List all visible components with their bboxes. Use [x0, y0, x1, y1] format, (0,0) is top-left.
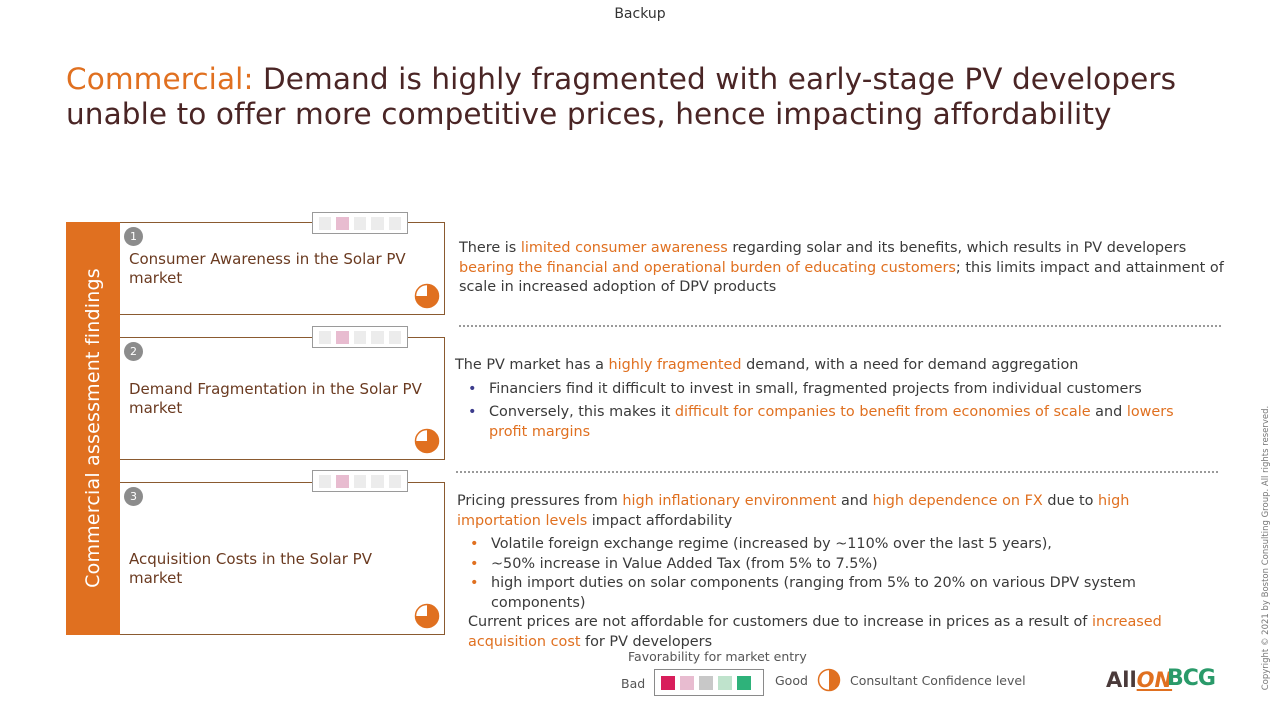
finding-2-bullets: Financiers find it difficult to invest i… — [455, 380, 1225, 443]
text-run: ; this limits impact and attainment of s… — [459, 259, 1224, 296]
finding-2-text: The PV market has a highly fragmented de… — [455, 356, 1225, 442]
rating-cell — [319, 217, 332, 230]
text-run: and — [1090, 404, 1127, 420]
highlight-text: high dependence on FX — [872, 493, 1043, 509]
favorability-rating-3 — [312, 470, 408, 492]
title-prefix: Commercial: — [66, 62, 254, 96]
confidence-pie-icon — [414, 603, 440, 629]
text-run: There is — [459, 240, 521, 256]
highlight-text: highly fragmented — [608, 357, 742, 373]
legend-bad-label: Bad — [621, 676, 646, 691]
confidence-pie-icon — [414, 428, 440, 454]
rating-cell — [388, 217, 402, 230]
rating-cell — [336, 217, 349, 230]
copyright-notice: Copyright © 2021 by Boston Consulting Gr… — [1261, 405, 1271, 691]
legend-swatch — [661, 676, 675, 690]
rating-cell — [388, 475, 402, 488]
finding-3-text: Pricing pressures from high inflationary… — [457, 492, 1227, 652]
sidebar-label: Commercial assessment findings — [82, 268, 104, 588]
title-line1: Demand is highly fragmented with early-s… — [262, 62, 1177, 96]
finding-3-conclusion: Current prices are not affordable for cu… — [457, 613, 1227, 652]
list-item: Conversely, this makes it difficult for … — [455, 403, 1225, 442]
rating-cell — [336, 331, 349, 344]
rating-cell — [336, 475, 349, 488]
rating-cell — [371, 475, 384, 488]
text-run: Conversely, this makes it — [489, 404, 675, 420]
confidence-pie-icon — [414, 283, 440, 309]
finding-card-1: 1 Consumer Awareness in the Solar PV mar… — [120, 222, 445, 315]
sidebar-band: Commercial assessment findings — [66, 222, 120, 635]
legend-swatch — [680, 676, 694, 690]
bcg-logo: BCG — [1167, 666, 1216, 691]
highlight-text: high inflationary environment — [622, 493, 837, 509]
card-title: Acquisition Costs in the Solar PV market — [129, 550, 372, 587]
highlight-text: high importation levels — [457, 493, 1130, 529]
text-run: due to — [1042, 493, 1099, 509]
legend-confidence-label: Consultant Confidence level — [850, 673, 1026, 688]
card-number: 3 — [124, 487, 143, 506]
finding-card-2: 2 Demand Fragmentation in the Solar PV m… — [120, 337, 445, 460]
card-number: 1 — [124, 227, 143, 246]
list-item: Financiers find it difficult to invest i… — [455, 380, 1225, 400]
legend-caption: Favorability for market entry — [628, 649, 807, 664]
rating-cell — [371, 217, 384, 230]
text-run: and — [836, 493, 873, 509]
rating-cell — [353, 217, 367, 230]
allon-logo: AllON — [1106, 668, 1173, 692]
card-title: Demand Fragmentation in the Solar PV mar… — [129, 380, 422, 417]
finding-3-bullets: Volatile foreign exchange regime (increa… — [457, 535, 1227, 613]
legend-good-label: Good — [775, 673, 808, 688]
list-item: ~50% increase in Value Added Tax (from 5… — [457, 555, 1227, 575]
divider — [459, 325, 1221, 327]
text-run: regarding solar and its benefits, which … — [727, 240, 1187, 256]
highlight-text: difficult for companies to benefit from … — [674, 404, 1091, 420]
rating-cell — [353, 475, 367, 488]
legend-swatch — [699, 676, 713, 690]
text-run: demand, with a need for demand aggregati… — [741, 357, 1079, 373]
highlight-text: increased acquisition cost — [468, 614, 1162, 650]
rating-cell — [371, 331, 384, 344]
rating-cell — [388, 331, 402, 344]
card-number: 2 — [124, 342, 143, 361]
highlight-text: limited consumer awareness — [520, 240, 728, 256]
highlight-text: lowers profit margins — [489, 404, 1174, 440]
highlight-text: bearing the financial and operational bu… — [459, 259, 956, 276]
list-item: high import duties on solar components (… — [457, 574, 1227, 613]
half-circle-icon — [817, 668, 841, 692]
title-line2: unable to offer more competitive prices,… — [66, 97, 1112, 131]
text-run: Pricing pressures from — [457, 493, 623, 509]
finding-card-3: 3 Acquisition Costs in the Solar PV mark… — [120, 482, 445, 635]
text-run: for PV developers — [580, 633, 713, 650]
backup-label: Backup — [614, 6, 666, 22]
rating-cell — [353, 331, 367, 344]
divider — [456, 471, 1218, 473]
text-run: Current prices are not affordable for cu… — [468, 614, 1092, 630]
legend-scale — [654, 669, 764, 696]
favorability-rating-2 — [312, 326, 408, 348]
text-run: The PV market has a — [455, 357, 609, 373]
page-title: Commercial: Demand is highly fragmented … — [66, 62, 1186, 132]
card-title: Consumer Awareness in the Solar PV marke… — [129, 250, 406, 287]
favorability-rating-1 — [312, 212, 408, 234]
rating-cell — [319, 475, 332, 488]
legend-swatch — [737, 676, 751, 690]
rating-cell — [319, 331, 332, 344]
list-item: Volatile foreign exchange regime (increa… — [457, 535, 1227, 555]
finding-1-text: There is limited consumer awareness rega… — [459, 239, 1229, 298]
legend-swatch — [718, 676, 732, 690]
text-run: impact affordability — [587, 512, 733, 529]
